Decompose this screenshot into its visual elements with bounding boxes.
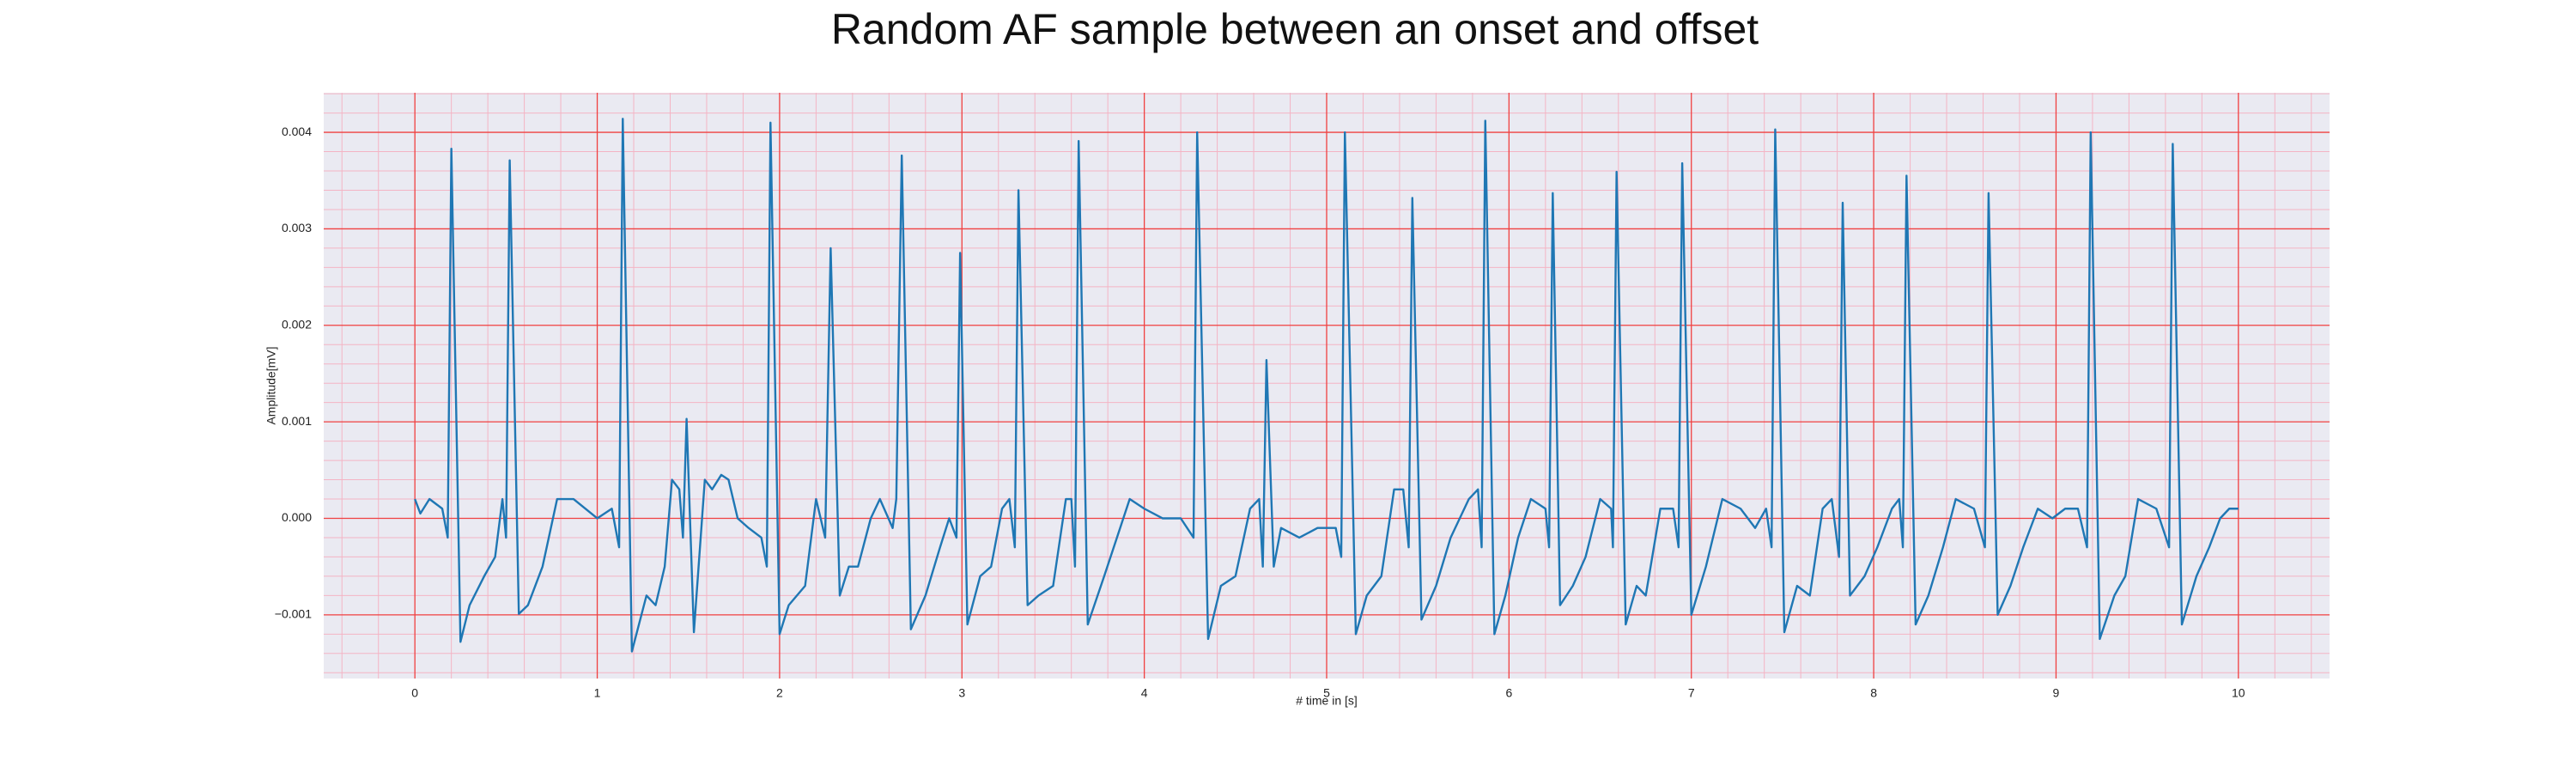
x-tick-label: 2: [776, 686, 783, 700]
x-tick-label: 6: [1505, 686, 1512, 700]
x-tick-label: 10: [2232, 686, 2245, 700]
y-tick-label: −0.001: [275, 607, 312, 621]
y-tick-label: 0.000: [282, 510, 312, 524]
chart-title: Random AF sample between an onset and of…: [831, 5, 1759, 53]
x-tick-label: 3: [958, 686, 965, 700]
x-axis-label: # time in [s]: [1296, 694, 1358, 708]
x-tick-label: 7: [1688, 686, 1695, 700]
y-tick-label: 0.004: [282, 125, 312, 138]
y-tick-label: 0.003: [282, 221, 312, 234]
y-tick-label: 0.002: [282, 317, 312, 331]
y-axis-label: Amplitude[mV]: [264, 346, 278, 424]
x-tick-label: 4: [1141, 686, 1148, 700]
ecg-line: [414, 118, 2239, 653]
plot-area: [324, 93, 2330, 679]
x-tick-label: 1: [594, 686, 601, 700]
y-tick-label: 0.001: [282, 414, 312, 428]
x-tick-label: 8: [1870, 686, 1877, 700]
x-tick-label: 9: [2053, 686, 2060, 700]
x-tick-label: 5: [1323, 686, 1330, 700]
x-tick-label: 0: [411, 686, 418, 700]
